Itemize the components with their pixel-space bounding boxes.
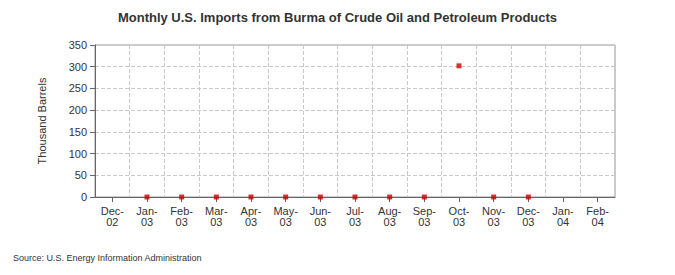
svg-text:Jan-: Jan- xyxy=(136,204,158,217)
svg-text:04: 04 xyxy=(592,216,604,228)
svg-text:Nov-: Nov- xyxy=(482,204,506,217)
svg-text:03: 03 xyxy=(384,216,396,228)
svg-text:03: 03 xyxy=(210,216,222,228)
svg-text:0: 0 xyxy=(81,191,87,203)
svg-text:350: 350 xyxy=(69,39,87,51)
svg-text:03: 03 xyxy=(522,216,534,228)
svg-text:250: 250 xyxy=(69,82,87,94)
svg-text:50: 50 xyxy=(75,169,87,181)
svg-text:Source: U.S. Energy Informatio: Source: U.S. Energy Information Administ… xyxy=(13,253,202,263)
svg-text:03: 03 xyxy=(280,216,292,228)
svg-text:Sep-: Sep- xyxy=(412,204,436,217)
svg-text:Apr-: Apr- xyxy=(240,204,262,217)
svg-text:03: 03 xyxy=(418,216,430,228)
svg-text:03: 03 xyxy=(245,216,257,228)
svg-text:02: 02 xyxy=(106,216,118,228)
svg-text:03: 03 xyxy=(176,216,188,228)
svg-text:200: 200 xyxy=(69,104,87,116)
svg-text:03: 03 xyxy=(314,216,326,228)
svg-text:300: 300 xyxy=(69,61,87,73)
svg-text:Aug-: Aug- xyxy=(378,204,402,217)
svg-text:Dec-: Dec- xyxy=(100,204,124,217)
svg-text:Jan-: Jan- xyxy=(552,204,574,217)
svg-text:May-: May- xyxy=(273,204,298,217)
svg-text:Jun-: Jun- xyxy=(309,204,331,217)
svg-text:Feb-: Feb- xyxy=(170,204,193,217)
svg-text:03: 03 xyxy=(453,216,465,228)
svg-text:03: 03 xyxy=(488,216,500,228)
svg-text:150: 150 xyxy=(69,126,87,138)
svg-text:Jul-: Jul- xyxy=(346,204,364,217)
svg-text:Monthly U.S. Imports from Burm: Monthly U.S. Imports from Burma of Crude… xyxy=(118,10,557,25)
svg-text:Oct-: Oct- xyxy=(448,204,470,217)
svg-text:Feb-: Feb- xyxy=(586,204,609,217)
svg-text:Mar-: Mar- xyxy=(205,204,228,217)
svg-text:100: 100 xyxy=(69,148,87,160)
svg-text:Thousand Barrels: Thousand Barrels xyxy=(36,77,48,164)
svg-text:Dec-: Dec- xyxy=(516,204,540,217)
svg-text:03: 03 xyxy=(141,216,153,228)
svg-text:04: 04 xyxy=(557,216,569,228)
svg-text:03: 03 xyxy=(349,216,361,228)
